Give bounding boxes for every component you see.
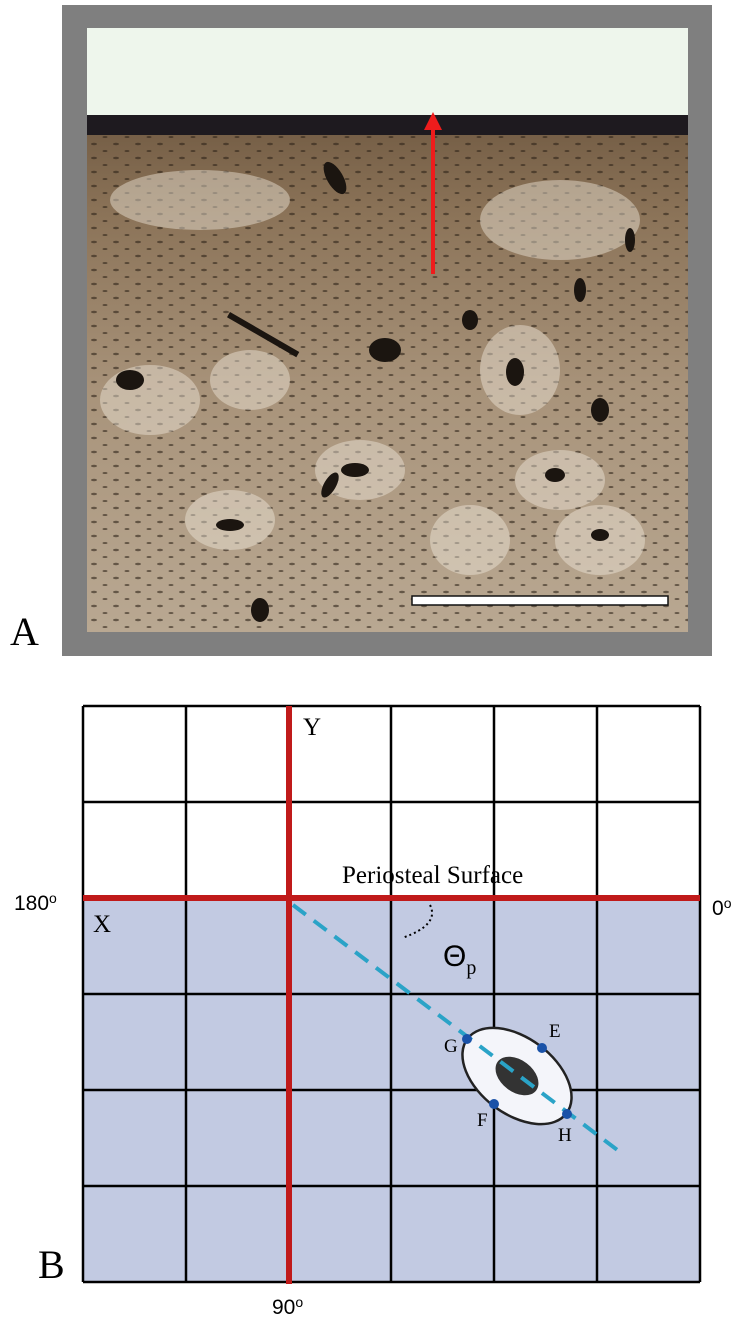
panel-b: E F G H Y X Periosteal Surface Θp 180o 0…	[14, 706, 732, 1319]
surface-label: Periosteal Surface	[342, 862, 523, 889]
angle: 0	[712, 897, 724, 920]
theta-subscript: p	[466, 957, 476, 979]
background-clear	[87, 28, 688, 118]
angle-label: 0o	[712, 895, 732, 920]
figure: A E F G H Y X Periosteal Surface	[0, 0, 736, 1322]
angle: 180	[14, 892, 49, 915]
angle-label: 90o	[272, 1294, 303, 1319]
theta: Θ	[443, 940, 466, 973]
angle-label: 180o	[14, 890, 57, 915]
x-axis-label: X	[93, 911, 111, 938]
degree: o	[295, 1294, 303, 1310]
point-label: F	[477, 1110, 488, 1131]
scale-bar	[412, 596, 668, 605]
point-label: E	[549, 1021, 561, 1042]
panel-a: A	[10, 5, 712, 656]
panel-label: B	[38, 1242, 65, 1287]
point-label: H	[558, 1125, 572, 1146]
degree: o	[724, 895, 732, 911]
degree: o	[49, 890, 57, 906]
periosteal-surface	[87, 115, 688, 135]
angle: 90	[272, 1296, 295, 1319]
panel-label: A	[10, 609, 39, 654]
point-label: G	[444, 1036, 458, 1057]
y-axis-label: Y	[303, 714, 321, 741]
